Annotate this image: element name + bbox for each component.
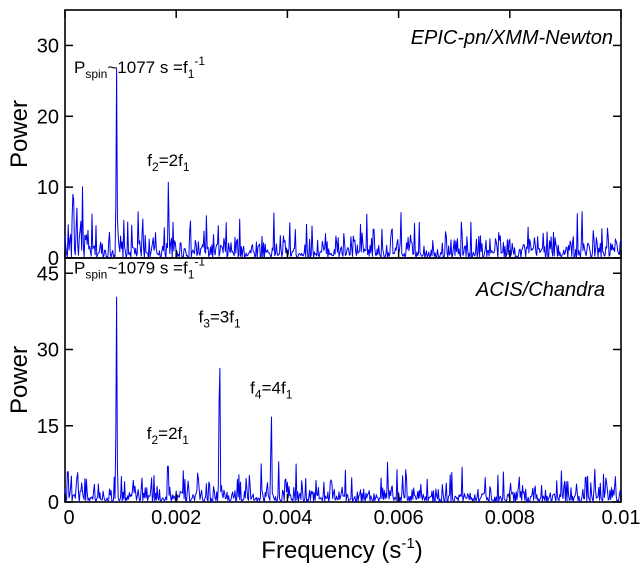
y-ticks-top: 0 10 20 30 [37, 35, 621, 270]
y-tick-label: 30 [37, 35, 59, 57]
peak-annotation: f2=2f1 [147, 424, 190, 447]
power-series-epic-pn [64, 68, 622, 259]
y-tick-label: 0 [48, 492, 59, 514]
y-axis-label-top: Power [6, 100, 33, 168]
y-tick-label: 15 [37, 416, 59, 438]
y-tick-label: 0 [48, 248, 59, 270]
power-series-acis [64, 296, 622, 503]
y-tick-label: 30 [37, 340, 59, 362]
x-ticks: 0 0.002 0.004 0.006 0.008 0.01 [63, 10, 640, 529]
x-tick-label: 0.002 [151, 507, 201, 529]
x-axis-label-close: ) [415, 537, 423, 564]
x-tick-label: 0.01 [602, 507, 641, 529]
y-axis-label-bottom: Power [6, 346, 33, 414]
peak-annotation: f2=2f1 [147, 151, 190, 174]
peak-annotation: Pspin~1077 s =f1-1 [74, 54, 205, 81]
x-axis-label-sup: -1 [401, 535, 414, 552]
x-axis-label: Frequency (s-1) [261, 535, 422, 564]
annotations-top: Pspin~1077 s =f1-1 f2=2f1 [74, 54, 205, 174]
panel-epic-pn: 0 10 20 30 Power EPIC-pn/XMM-Newton Pspin~1… [6, 9, 622, 270]
x-axis-label-text: Frequency (s [261, 537, 401, 564]
peak-annotation: Pspin~1079 s =f1-1 [74, 255, 205, 282]
y-tick-label: 10 [37, 177, 59, 199]
instrument-label-bottom: ACIS/Chandra [475, 279, 605, 301]
annotations-bottom: Pspin~1079 s =f1-1 f2=2f1 f3=3f1 f4=4f1 [74, 255, 293, 448]
panel-frame-bottom [64, 257, 622, 503]
x-tick-label: 0 [63, 507, 74, 529]
instrument-label-top: EPIC-pn/XMM-Newton [411, 27, 613, 49]
x-tick-label: 0.004 [262, 507, 312, 529]
y-tick-label: 45 [37, 263, 59, 285]
x-tick-label: 0.006 [374, 507, 424, 529]
peak-annotation: f3=3f1 [198, 307, 241, 330]
peak-annotation: f4=4f1 [250, 378, 293, 401]
x-tick-label: 0.008 [485, 507, 535, 529]
y-tick-label: 20 [37, 106, 59, 128]
y-ticks-bottom: 0 15 30 45 [37, 263, 621, 514]
